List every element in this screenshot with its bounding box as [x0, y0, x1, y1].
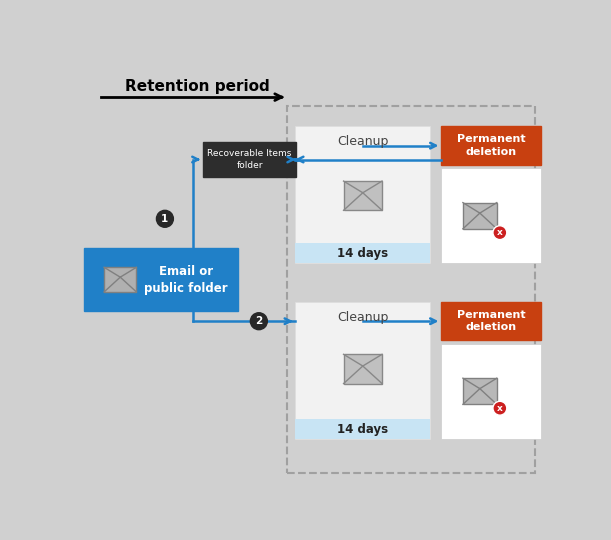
Bar	[295, 244, 430, 264]
Text: x: x	[497, 404, 503, 413]
Bar	[441, 126, 541, 165]
Bar	[441, 168, 541, 264]
Text: Recoverable Items
folder: Recoverable Items folder	[207, 150, 292, 170]
Text: 14 days: 14 days	[337, 247, 389, 260]
Bar	[295, 126, 430, 264]
Bar	[441, 302, 541, 340]
Bar	[441, 343, 541, 439]
Circle shape	[156, 210, 174, 227]
Bar	[343, 181, 382, 211]
Bar	[104, 267, 136, 292]
Bar	[295, 419, 430, 439]
Text: x: x	[497, 228, 503, 237]
Circle shape	[493, 401, 507, 415]
Text: 14 days: 14 days	[337, 422, 389, 435]
Circle shape	[493, 226, 507, 240]
Bar	[287, 106, 535, 473]
Bar	[84, 248, 238, 311]
Bar	[203, 142, 296, 177]
Bar	[295, 302, 430, 439]
Text: Cleanup: Cleanup	[337, 311, 389, 324]
Bar	[463, 378, 497, 404]
Bar	[343, 354, 382, 383]
Text: Cleanup: Cleanup	[337, 136, 389, 148]
Bar	[463, 202, 497, 229]
Text: 2: 2	[255, 316, 263, 326]
Text: Email or
public folder: Email or public folder	[144, 265, 227, 295]
Text: Permanent
deletion: Permanent deletion	[457, 310, 525, 333]
Text: Retention period: Retention period	[125, 79, 269, 94]
Text: Permanent
deletion: Permanent deletion	[457, 134, 525, 157]
Circle shape	[251, 313, 268, 330]
Text: 1: 1	[161, 214, 169, 224]
